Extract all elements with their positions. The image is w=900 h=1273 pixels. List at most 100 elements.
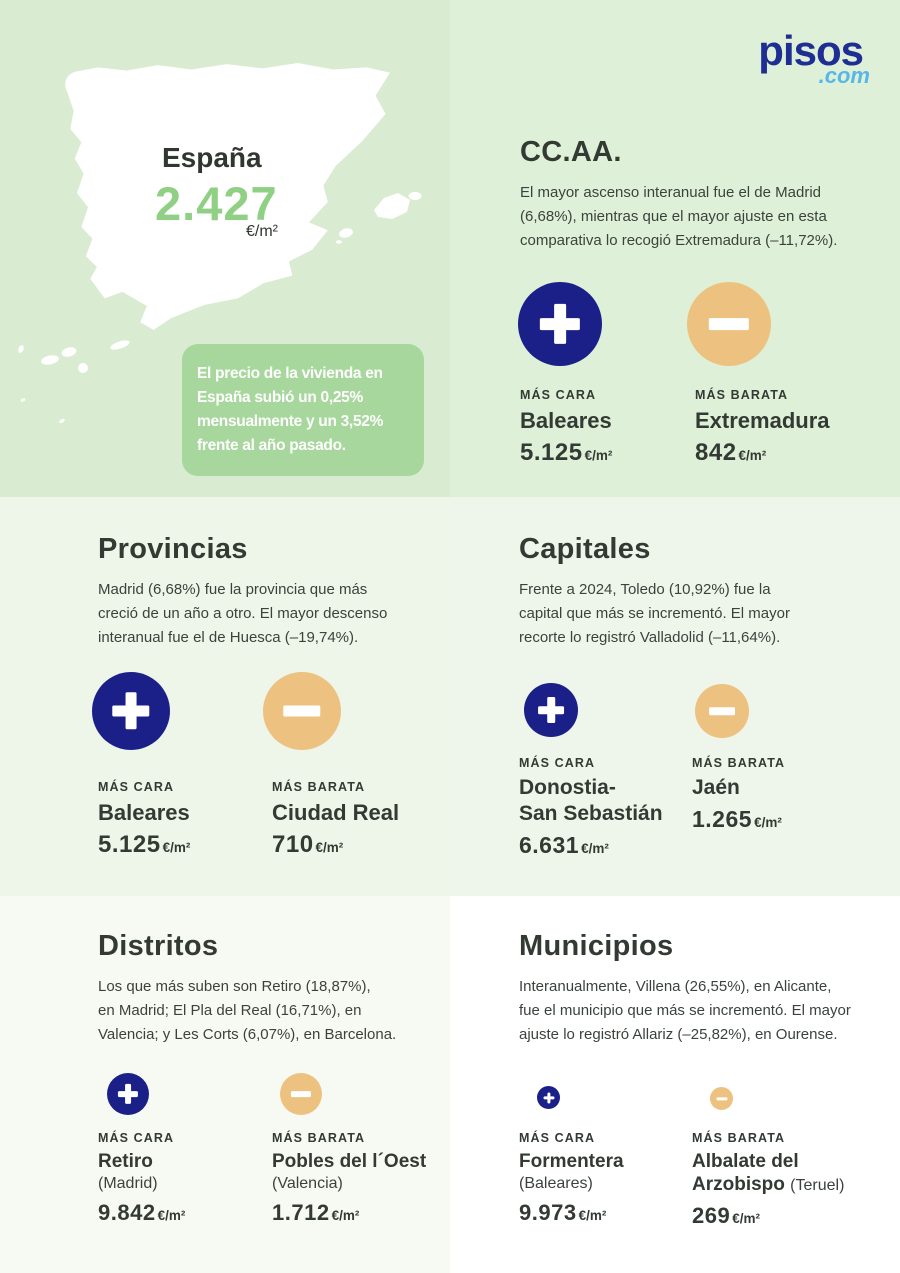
pisos-logo-text: pisos bbox=[758, 27, 864, 74]
ccaa-most-expensive-card: MÁS CARA Baleares 5.125 €/m² bbox=[520, 388, 690, 467]
capitales-most-expensive-card: MÁS CARA Donostia- San Sebastián 6.631 €/… bbox=[519, 756, 689, 859]
stat-label: MÁS BARATA bbox=[272, 780, 366, 794]
stat-value-number: 710 bbox=[272, 831, 314, 858]
stat-value-number: 1.712 bbox=[272, 1200, 330, 1225]
stat-name: Retiro bbox=[98, 1151, 153, 1172]
stat-value-unit: €/m² bbox=[315, 840, 344, 855]
provincias-most-expensive-card: MÁS CARA Baleares 5.125 €/m² bbox=[98, 780, 268, 859]
stat-name: Baleares bbox=[520, 408, 612, 433]
spain-map bbox=[18, 62, 422, 424]
distritos-most-expensive-card: MÁS CARA Retiro (Madrid) 9.842 €/m² bbox=[98, 1131, 268, 1226]
stat-label: MÁS CARA bbox=[98, 780, 175, 794]
stat-value-unit: €/m² bbox=[331, 1208, 360, 1223]
ccaa-title: CC.AA. bbox=[520, 136, 622, 168]
stat-name: Formentera bbox=[519, 1151, 624, 1172]
stat-value: 9.973 €/m² bbox=[519, 1200, 689, 1226]
capitales-cheapest-card: MÁS BARATA Jaén 1.265 €/m² bbox=[692, 756, 862, 833]
stat-value: 5.125 €/m² bbox=[520, 439, 690, 467]
minus-icon bbox=[687, 282, 771, 366]
minus-icon bbox=[280, 1073, 322, 1115]
espana-note-box: El precio de la vivienda en España subió… bbox=[182, 344, 424, 476]
stat-name: Albalate del Arzobispo (Teruel) bbox=[692, 1150, 880, 1197]
spain-mainland bbox=[65, 62, 390, 330]
distritos-cheapest-card: MÁS BARATA Pobles del l´Oest (Valencia) … bbox=[272, 1131, 450, 1226]
section-ccaa: pisos .com CC.AA. El mayor ascenso inter… bbox=[450, 0, 900, 497]
municipios-title: Municipios bbox=[519, 930, 674, 962]
balearic-islands bbox=[336, 192, 422, 244]
provincias-title: Provincias bbox=[98, 533, 248, 565]
espana-price-value: 2.427 bbox=[155, 177, 278, 230]
section-municipios: Municipios Interanualmente, Villena (26,… bbox=[450, 896, 900, 1273]
municipios-description: Interanualmente, Villena (26,55%), en Al… bbox=[519, 978, 851, 1043]
stat-value-unit: €/m² bbox=[584, 448, 613, 463]
plus-icon bbox=[524, 683, 578, 737]
stat-value: 6.631 €/m² bbox=[519, 832, 689, 859]
stat-value-unit: €/m² bbox=[732, 1211, 760, 1226]
stat-name: Extremadura bbox=[695, 408, 830, 433]
stat-label: MÁS CARA bbox=[98, 1131, 175, 1145]
municipios-most-expensive-card: MÁS CARA Formentera (Baleares) 9.973 €/m² bbox=[519, 1131, 689, 1226]
stat-value-number: 6.631 bbox=[519, 832, 580, 858]
stat-name: Donostia- San Sebastián bbox=[519, 776, 663, 825]
distritos-description: Los que más suben son Retiro (18,87%), e… bbox=[98, 978, 397, 1043]
stat-value: 269 €/m² bbox=[692, 1203, 880, 1229]
stat-value: 9.842 €/m² bbox=[98, 1200, 268, 1226]
stat-value: 842 €/m² bbox=[695, 439, 875, 467]
stat-parent-region: (Valencia) bbox=[272, 1175, 343, 1192]
distritos-title: Distritos bbox=[98, 930, 219, 962]
stat-label: MÁS BARATA bbox=[695, 388, 789, 402]
minus-icon bbox=[710, 1087, 733, 1110]
section-distritos: Distritos Los que más suben son Retiro (… bbox=[0, 896, 450, 1273]
stat-value: 1.265 €/m² bbox=[692, 806, 862, 833]
stat-name: Baleares bbox=[98, 800, 190, 825]
stat-label: MÁS CARA bbox=[519, 756, 596, 770]
stat-name-text: Albalate del Arzobispo bbox=[692, 1151, 799, 1195]
section-provincias: Provincias Madrid (6,68%) fue la provinc… bbox=[0, 497, 450, 896]
stat-value-unit: €/m² bbox=[754, 815, 782, 830]
plus-icon bbox=[518, 282, 602, 366]
stat-value-unit: €/m² bbox=[157, 1208, 186, 1223]
stat-parent-region: (Teruel) bbox=[790, 1177, 845, 1194]
pisos-logo-tld: .com bbox=[818, 63, 870, 88]
stat-value-unit: €/m² bbox=[162, 840, 191, 855]
stat-label: MÁS BARATA bbox=[272, 1131, 366, 1145]
stat-value: 5.125 €/m² bbox=[98, 831, 268, 859]
stat-name: Pobles del l´Oest bbox=[272, 1151, 427, 1172]
capitales-title: Capitales bbox=[519, 533, 651, 565]
stat-value-number: 9.973 bbox=[519, 1200, 577, 1225]
stat-label: MÁS CARA bbox=[519, 1131, 596, 1145]
espana-price-unit: €/m² bbox=[246, 223, 278, 240]
capitales-description: Frente a 2024, Toledo (10,92%) fue la ca… bbox=[519, 581, 790, 646]
espana-label: España bbox=[162, 142, 262, 173]
pisos-logo: pisos .com bbox=[758, 27, 870, 87]
stat-value-number: 269 bbox=[692, 1203, 731, 1228]
stat-label: MÁS CARA bbox=[520, 388, 597, 402]
stat-name: Ciudad Real bbox=[272, 800, 400, 825]
stat-parent-region: (Madrid) bbox=[98, 1175, 158, 1192]
stat-name: Jaén bbox=[692, 776, 740, 799]
stat-parent-region: (Baleares) bbox=[519, 1175, 593, 1192]
stat-value: 1.712 €/m² bbox=[272, 1200, 450, 1226]
stat-value-unit: €/m² bbox=[738, 448, 767, 463]
stat-value-number: 842 bbox=[695, 439, 737, 466]
stat-value-number: 5.125 bbox=[520, 439, 583, 466]
minus-icon bbox=[263, 672, 341, 750]
section-capitales: Capitales Frente a 2024, Toledo (10,92%)… bbox=[450, 497, 900, 896]
municipios-cheapest-card: MÁS BARATA Albalate del Arzobispo (Terue… bbox=[692, 1131, 880, 1229]
stat-value-unit: €/m² bbox=[581, 841, 609, 856]
stat-value: 710 €/m² bbox=[272, 831, 447, 859]
section-espana: España 2.427 €/m² El precio de la vivien… bbox=[0, 0, 450, 497]
stat-value-number: 1.265 bbox=[692, 806, 753, 832]
provincias-description: Madrid (6,68%) fue la provincia que más … bbox=[98, 581, 388, 646]
provincias-cheapest-card: MÁS BARATA Ciudad Real 710 €/m² bbox=[272, 780, 447, 859]
stat-value-number: 9.842 bbox=[98, 1200, 156, 1225]
ccaa-description: El mayor ascenso interanual fue el de Ma… bbox=[520, 184, 838, 249]
plus-icon bbox=[107, 1073, 149, 1115]
stat-value-unit: €/m² bbox=[578, 1208, 607, 1223]
canary-islands bbox=[18, 340, 130, 424]
plus-icon bbox=[92, 672, 170, 750]
stat-label: MÁS BARATA bbox=[692, 1131, 786, 1145]
stat-value-number: 5.125 bbox=[98, 831, 161, 858]
plus-icon bbox=[537, 1086, 560, 1109]
